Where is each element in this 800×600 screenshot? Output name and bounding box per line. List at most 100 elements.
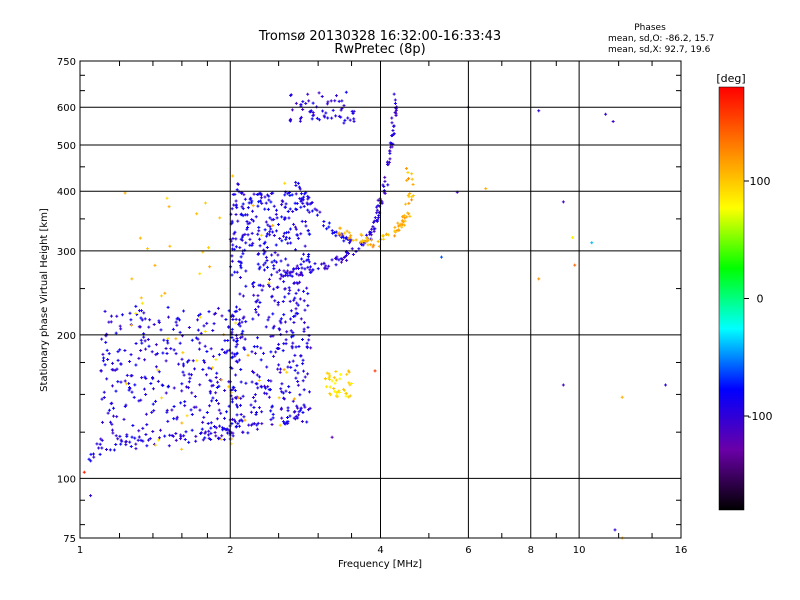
- data-point: [136, 438, 140, 442]
- data-point: [250, 243, 254, 247]
- data-point: [261, 284, 265, 288]
- data-point: [405, 178, 409, 182]
- data-point: [373, 369, 377, 373]
- data-point: [112, 448, 116, 452]
- data-point: [249, 196, 253, 200]
- data-point: [243, 197, 247, 201]
- data-point: [290, 108, 294, 112]
- data-point: [388, 149, 392, 153]
- data-point: [185, 414, 189, 418]
- data-point: [293, 314, 297, 318]
- data-point: [268, 224, 272, 228]
- data-point: [234, 237, 238, 241]
- data-point: [290, 344, 294, 348]
- data-point: [239, 266, 243, 270]
- data-point: [243, 418, 247, 422]
- data-point: [154, 399, 158, 403]
- data-point: [105, 377, 109, 381]
- data-point: [382, 191, 386, 195]
- data-point: [161, 384, 165, 388]
- data-point: [241, 394, 245, 398]
- data-point: [214, 399, 218, 403]
- data-point: [299, 262, 303, 266]
- data-point: [327, 372, 331, 376]
- data-point: [484, 187, 488, 191]
- data-point: [145, 423, 149, 427]
- data-point: [339, 373, 343, 377]
- data-point: [181, 370, 185, 374]
- data-point: [165, 408, 169, 412]
- data-point: [317, 91, 321, 95]
- data-point: [125, 434, 129, 438]
- data-point: [187, 440, 191, 444]
- data-point: [209, 431, 213, 435]
- y-tick-label: 600: [57, 103, 76, 114]
- data-point: [307, 99, 311, 103]
- data-point: [244, 269, 248, 273]
- data-point: [376, 204, 380, 208]
- data-point: [256, 262, 260, 266]
- data-point: [208, 265, 212, 269]
- data-point: [141, 439, 145, 443]
- data-point: [124, 439, 128, 443]
- data-point: [237, 358, 241, 362]
- data-point: [230, 313, 234, 317]
- data-point: [306, 255, 310, 259]
- data-point: [295, 208, 299, 212]
- data-point: [182, 434, 186, 438]
- data-point: [232, 386, 236, 390]
- data-point: [98, 442, 102, 446]
- data-point: [218, 216, 222, 220]
- data-point: [289, 365, 293, 369]
- data-point: [217, 353, 221, 357]
- data-point: [406, 177, 410, 181]
- data-point: [266, 318, 270, 322]
- data-point: [308, 270, 312, 274]
- data-point: [137, 429, 141, 433]
- data-points: [82, 90, 668, 540]
- data-point: [272, 354, 276, 358]
- data-point: [241, 294, 245, 298]
- data-point: [268, 284, 272, 288]
- data-point: [237, 419, 241, 423]
- data-point: [319, 262, 323, 266]
- data-point: [280, 215, 284, 219]
- data-point: [82, 470, 86, 474]
- data-point: [347, 241, 351, 245]
- data-point: [255, 336, 259, 340]
- data-point: [241, 214, 245, 218]
- data-point: [298, 187, 302, 191]
- data-point: [211, 396, 215, 400]
- data-point: [297, 410, 301, 414]
- data-point: [303, 244, 307, 248]
- data-point: [324, 385, 328, 389]
- data-point: [307, 196, 311, 200]
- data-point: [244, 284, 248, 288]
- data-point: [307, 338, 311, 342]
- data-point: [286, 274, 290, 278]
- data-point: [258, 265, 262, 269]
- data-point: [171, 434, 175, 438]
- data-point: [146, 338, 150, 342]
- data-point: [302, 195, 306, 199]
- data-point: [239, 255, 243, 259]
- data-point: [250, 350, 254, 354]
- data-point: [410, 172, 414, 176]
- data-point: [306, 325, 310, 329]
- data-point: [393, 230, 397, 234]
- data-point: [256, 386, 260, 390]
- data-point: [284, 202, 288, 206]
- data-point: [119, 438, 123, 442]
- data-point: [297, 288, 301, 292]
- data-point: [305, 345, 309, 349]
- data-point: [106, 358, 110, 362]
- data-point: [99, 437, 103, 441]
- data-point: [254, 413, 258, 417]
- data-point: [222, 438, 226, 442]
- data-point: [157, 370, 161, 374]
- data-point: [285, 420, 289, 424]
- data-point: [115, 415, 119, 419]
- data-point: [256, 232, 260, 236]
- data-point: [307, 232, 311, 236]
- data-point: [327, 225, 331, 229]
